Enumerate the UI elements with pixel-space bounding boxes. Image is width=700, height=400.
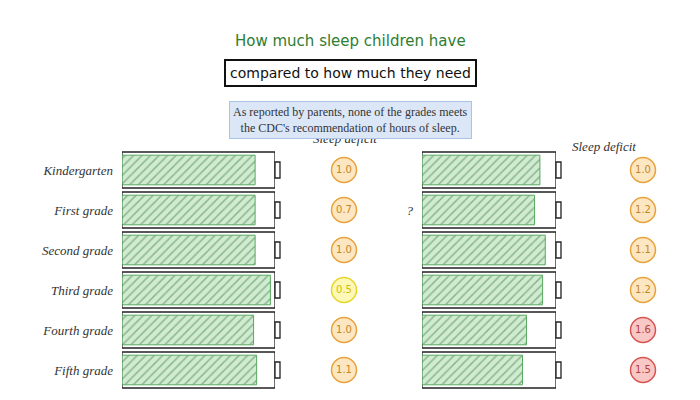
svg-text:1.2: 1.2 — [635, 284, 651, 295]
svg-text:?: ? — [407, 203, 414, 218]
svg-text:Fifth grade: Fifth grade — [53, 363, 113, 378]
svg-text:compared to how much they need: compared to how much they need — [230, 65, 471, 81]
svg-text:First grade: First grade — [53, 203, 113, 218]
svg-text:1.0: 1.0 — [336, 324, 352, 335]
svg-text:Second grade: Second grade — [42, 243, 113, 258]
svg-text:1.0: 1.0 — [336, 164, 352, 175]
svg-text:Sleep deficit: Sleep deficit — [313, 131, 377, 146]
svg-text:0.7: 0.7 — [336, 204, 352, 215]
svg-text:1.0: 1.0 — [635, 164, 651, 175]
svg-text:Fourth grade: Fourth grade — [42, 323, 113, 338]
svg-text:As reported by parents, none o: As reported by parents, none of the grad… — [233, 105, 468, 135]
svg-text:How much sleep children have: How much sleep children have — [235, 32, 466, 50]
svg-text:Kindergarten: Kindergarten — [42, 163, 113, 178]
svg-text:0.5: 0.5 — [336, 284, 352, 295]
svg-text:Third grade: Third grade — [51, 283, 113, 298]
svg-text:1.0: 1.0 — [336, 244, 352, 255]
svg-text:1.1: 1.1 — [635, 244, 651, 255]
svg-text:1.6: 1.6 — [635, 324, 651, 335]
svg-text:1.5: 1.5 — [635, 364, 651, 375]
svg-text:Sleep deficit: Sleep deficit — [572, 139, 636, 154]
svg-text:1.1: 1.1 — [336, 364, 352, 375]
svg-text:1.2: 1.2 — [635, 204, 651, 215]
